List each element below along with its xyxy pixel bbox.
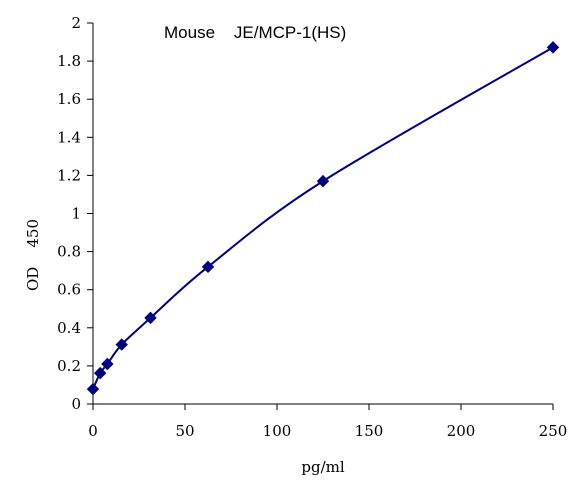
- data-point-diamond: [546, 41, 560, 54]
- x-tick-label: 0: [88, 422, 98, 440]
- x-tick-label: 50: [175, 422, 194, 440]
- y-tick-label: 0: [71, 395, 81, 413]
- data-points: [86, 41, 560, 396]
- y-tick-label: 1.6: [57, 90, 81, 108]
- y-axis-label: OD 450: [24, 219, 42, 291]
- x-tick-label: 150: [355, 422, 384, 440]
- axes: [87, 22, 554, 410]
- y-tick-labels: 0 0.2 0.4 0.6 0.8 1 1.2 1.4 1.6 1.8 2: [57, 14, 81, 413]
- y-tick-label: 1.2: [57, 166, 81, 184]
- y-tick-label: 1.8: [57, 52, 81, 70]
- x-tick-labels: 0 50 100 150 200 250: [88, 422, 567, 440]
- data-point-diamond: [115, 338, 128, 351]
- data-point-diamond: [144, 311, 157, 325]
- chart-title: Mouse JE/MCP-1(HS): [164, 23, 346, 42]
- data-point-diamond: [86, 382, 100, 396]
- data-point-diamond: [316, 174, 330, 188]
- x-tick-label: 250: [539, 422, 568, 440]
- y-tick-label: 0.2: [57, 357, 81, 375]
- series-line: [92, 46, 554, 390]
- x-tick-label: 100: [263, 422, 292, 440]
- y-tick-label: 1.4: [57, 128, 81, 146]
- x-axis-label: pg/ml: [301, 458, 344, 476]
- data-point-diamond: [201, 260, 215, 274]
- data-point-diamond: [101, 357, 114, 371]
- y-tick-label: 2: [71, 14, 81, 32]
- x-tick-label: 200: [447, 422, 476, 440]
- data-point-diamond: [93, 366, 107, 380]
- y-tick-label: 1: [71, 205, 81, 223]
- y-tick-label: 0.6: [57, 281, 81, 299]
- y-tick-label: 0.4: [57, 319, 81, 337]
- y-tick-label: 0.8: [57, 243, 81, 261]
